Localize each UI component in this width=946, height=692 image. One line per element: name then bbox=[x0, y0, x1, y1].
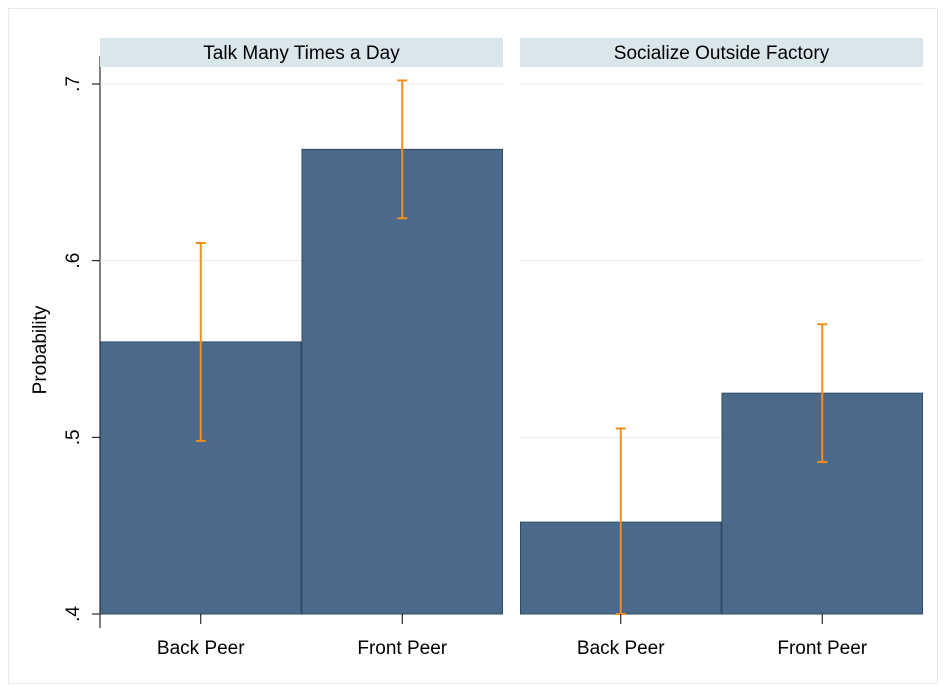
y-tick-label: .5 bbox=[63, 429, 84, 445]
y-axis-title-group: Probability bbox=[30, 305, 51, 394]
y-tick-label: .7 bbox=[63, 76, 84, 92]
x-tick-label: Back Peer bbox=[577, 638, 665, 659]
x-tick-label: Front Peer bbox=[357, 638, 447, 659]
panel-title-strip bbox=[520, 38, 923, 67]
x-tick-label: Front Peer bbox=[777, 638, 867, 659]
y-tick-label: .6 bbox=[63, 253, 84, 269]
panel-title: Socialize Outside Factory bbox=[614, 43, 830, 64]
panel-title-strip bbox=[100, 38, 503, 67]
y-axis-title: Probability bbox=[30, 305, 51, 394]
y-tick-label: .4 bbox=[63, 606, 84, 622]
panel-title: Talk Many Times a Day bbox=[203, 43, 400, 64]
x-tick-label: Back Peer bbox=[157, 638, 245, 659]
bar bbox=[301, 148, 503, 615]
